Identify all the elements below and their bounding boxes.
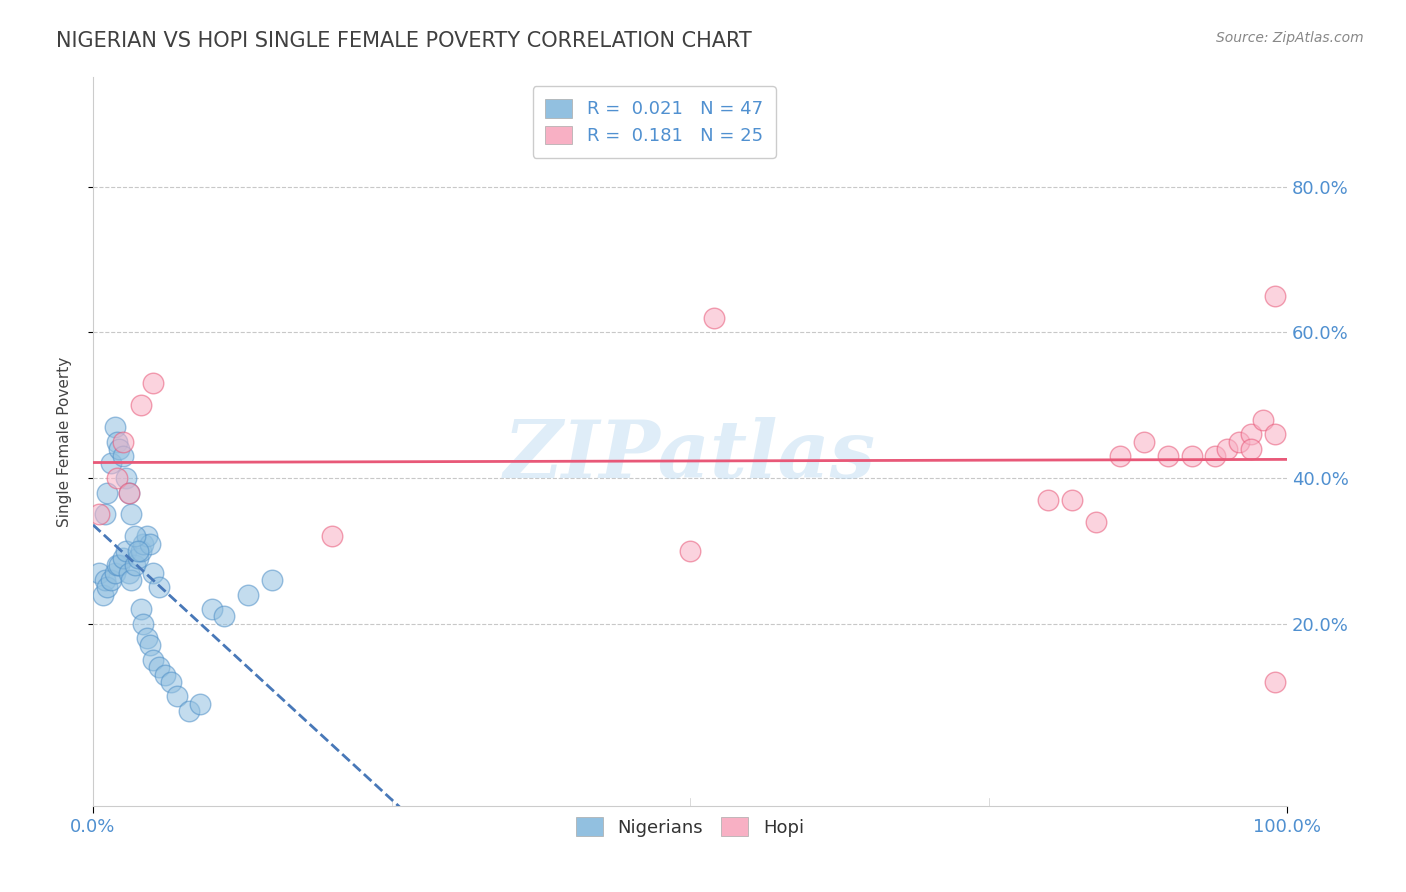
Point bbox=[1240, 427, 1263, 442]
Point bbox=[100, 457, 122, 471]
Point bbox=[91, 587, 114, 601]
Point bbox=[153, 667, 176, 681]
Point bbox=[118, 485, 141, 500]
Point bbox=[201, 602, 224, 616]
Point bbox=[139, 639, 162, 653]
Point bbox=[1038, 492, 1060, 507]
Point bbox=[129, 398, 152, 412]
Y-axis label: Single Female Poverty: Single Female Poverty bbox=[58, 357, 72, 526]
Point bbox=[115, 471, 138, 485]
Point bbox=[87, 508, 110, 522]
Point bbox=[703, 310, 725, 325]
Point bbox=[1109, 449, 1132, 463]
Point bbox=[159, 674, 181, 689]
Point bbox=[103, 420, 125, 434]
Point bbox=[1204, 449, 1226, 463]
Point bbox=[118, 485, 141, 500]
Point bbox=[129, 602, 152, 616]
Point bbox=[103, 566, 125, 580]
Point bbox=[124, 558, 146, 573]
Point bbox=[105, 434, 128, 449]
Point bbox=[321, 529, 343, 543]
Point bbox=[148, 660, 170, 674]
Point bbox=[1156, 449, 1178, 463]
Point bbox=[1216, 442, 1239, 456]
Point bbox=[108, 442, 131, 456]
Legend: Nigerians, Hopi: Nigerians, Hopi bbox=[569, 810, 811, 844]
Point bbox=[118, 566, 141, 580]
Point bbox=[129, 544, 152, 558]
Point bbox=[96, 485, 118, 500]
Point bbox=[111, 551, 134, 566]
Point bbox=[238, 587, 260, 601]
Point bbox=[132, 536, 155, 550]
Point bbox=[105, 471, 128, 485]
Point bbox=[87, 566, 110, 580]
Point bbox=[105, 558, 128, 573]
Point bbox=[1264, 289, 1286, 303]
Text: Source: ZipAtlas.com: Source: ZipAtlas.com bbox=[1216, 31, 1364, 45]
Point bbox=[108, 558, 131, 573]
Point bbox=[148, 580, 170, 594]
Point bbox=[1264, 427, 1286, 442]
Text: ZIPatlas: ZIPatlas bbox=[503, 417, 876, 495]
Point bbox=[142, 566, 165, 580]
Point bbox=[94, 573, 117, 587]
Point bbox=[135, 631, 157, 645]
Point bbox=[166, 690, 188, 704]
Point bbox=[190, 697, 212, 711]
Point bbox=[120, 573, 142, 587]
Point bbox=[115, 544, 138, 558]
Point bbox=[111, 449, 134, 463]
Point bbox=[135, 529, 157, 543]
Point bbox=[127, 544, 149, 558]
Point bbox=[1085, 515, 1108, 529]
Point bbox=[94, 508, 117, 522]
Point bbox=[139, 536, 162, 550]
Point bbox=[1251, 413, 1274, 427]
Point bbox=[1180, 449, 1202, 463]
Point bbox=[1227, 434, 1250, 449]
Point bbox=[120, 508, 142, 522]
Point bbox=[1264, 674, 1286, 689]
Point bbox=[177, 704, 200, 718]
Point bbox=[679, 544, 702, 558]
Point bbox=[1133, 434, 1156, 449]
Point bbox=[132, 616, 155, 631]
Point bbox=[124, 529, 146, 543]
Point bbox=[1240, 442, 1263, 456]
Point bbox=[214, 609, 236, 624]
Point bbox=[142, 376, 165, 391]
Text: NIGERIAN VS HOPI SINGLE FEMALE POVERTY CORRELATION CHART: NIGERIAN VS HOPI SINGLE FEMALE POVERTY C… bbox=[56, 31, 752, 51]
Point bbox=[262, 573, 284, 587]
Point bbox=[127, 551, 149, 566]
Point bbox=[100, 573, 122, 587]
Point bbox=[111, 434, 134, 449]
Point bbox=[96, 580, 118, 594]
Point bbox=[1062, 492, 1084, 507]
Point bbox=[142, 653, 165, 667]
